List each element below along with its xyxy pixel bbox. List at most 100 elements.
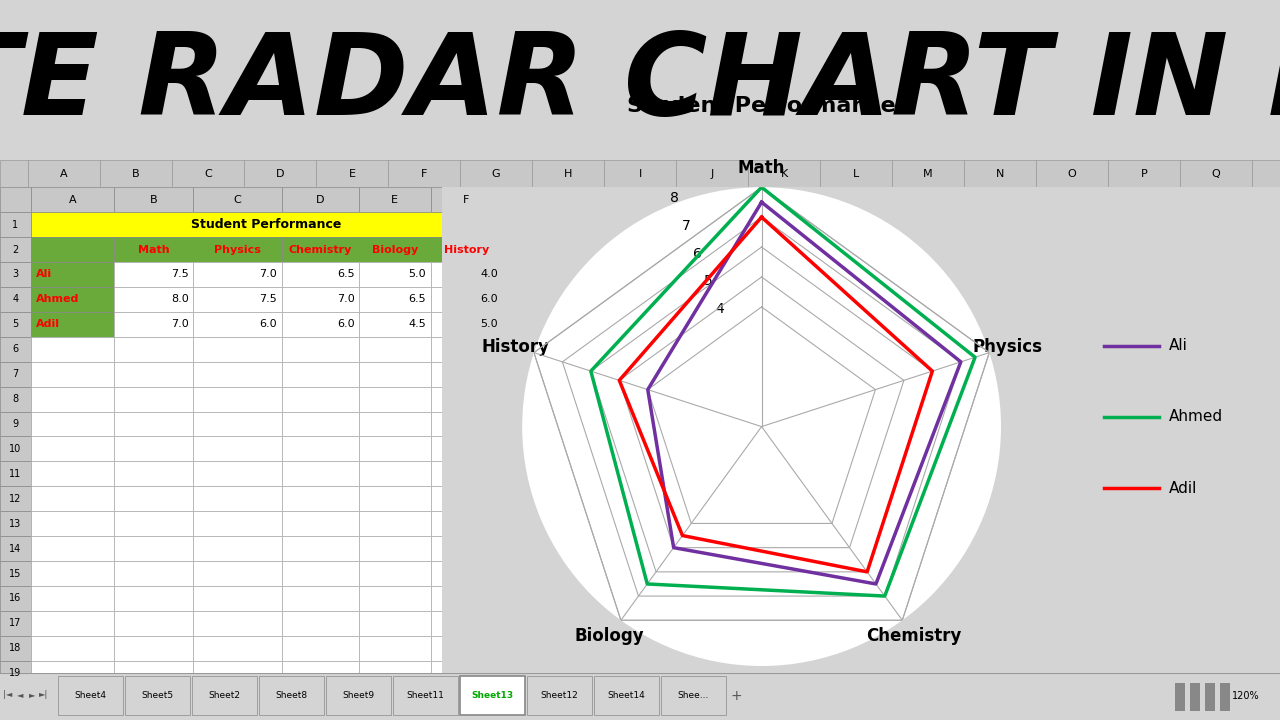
Text: 3: 3	[13, 269, 18, 279]
Bar	[282, 462, 358, 486]
Bar	[0, 611, 31, 636]
Bar	[193, 511, 282, 536]
Bar	[282, 412, 358, 436]
Bar	[964, 160, 1036, 187]
Bar	[114, 187, 193, 212]
Text: +: +	[730, 688, 742, 703]
Bar	[28, 160, 100, 187]
Bar	[358, 661, 430, 685]
Text: 13: 13	[9, 518, 22, 528]
Bar	[820, 160, 892, 187]
Text: 11: 11	[9, 469, 22, 479]
Text: 6.0: 6.0	[260, 319, 276, 329]
Bar	[0, 160, 28, 187]
Bar	[282, 361, 358, 387]
Bar	[31, 436, 114, 462]
Text: Biology: Biology	[371, 245, 417, 254]
Text: F: F	[463, 194, 470, 204]
Bar	[31, 536, 114, 561]
Bar	[193, 486, 282, 511]
Bar	[31, 462, 114, 486]
Bar	[460, 675, 525, 716]
Bar	[193, 312, 282, 337]
Bar	[0, 661, 31, 685]
Text: |◄: |◄	[4, 690, 13, 698]
Bar	[114, 387, 193, 412]
Text: 1: 1	[13, 220, 18, 230]
Text: A: A	[60, 168, 68, 179]
Text: 120%: 120%	[1233, 690, 1260, 701]
Bar	[430, 337, 502, 361]
Bar	[172, 160, 244, 187]
Text: P: P	[1140, 168, 1147, 179]
Text: 15: 15	[9, 569, 22, 578]
Text: 17: 17	[9, 618, 22, 629]
Text: E: E	[392, 194, 398, 204]
Bar	[282, 262, 358, 287]
Bar	[430, 661, 502, 685]
Bar	[430, 361, 502, 387]
Text: 7.0: 7.0	[260, 269, 276, 279]
Text: Sheet14: Sheet14	[608, 691, 645, 700]
Bar	[193, 287, 282, 312]
Bar	[358, 337, 430, 361]
Bar	[31, 187, 114, 212]
Text: 4.0: 4.0	[480, 269, 498, 279]
Bar	[114, 536, 193, 561]
Text: B: B	[150, 194, 157, 204]
Bar	[388, 160, 460, 187]
Bar	[326, 675, 390, 716]
Text: 6.5: 6.5	[408, 294, 426, 305]
Bar	[193, 337, 282, 361]
Bar	[192, 675, 257, 716]
Bar	[31, 561, 114, 586]
Bar	[31, 212, 502, 237]
Bar	[0, 486, 31, 511]
Text: 8.0: 8.0	[172, 294, 188, 305]
Bar	[114, 361, 193, 387]
Bar	[527, 675, 591, 716]
Bar	[282, 611, 358, 636]
Bar	[430, 586, 502, 611]
Bar	[430, 462, 502, 486]
Bar	[31, 486, 114, 511]
Bar	[193, 462, 282, 486]
Bar	[358, 486, 430, 511]
Bar	[114, 611, 193, 636]
Bar	[430, 536, 502, 561]
Bar	[114, 462, 193, 486]
Bar	[748, 160, 820, 187]
Bar	[193, 262, 282, 287]
Bar	[0, 237, 31, 262]
Text: Ali: Ali	[1169, 338, 1188, 353]
Bar	[282, 561, 358, 586]
Bar	[0, 312, 31, 337]
Bar	[125, 675, 189, 716]
Text: 6: 6	[13, 344, 18, 354]
Bar	[430, 237, 502, 262]
Bar	[0, 287, 31, 312]
Bar	[532, 160, 604, 187]
Text: Sheet8: Sheet8	[275, 691, 307, 700]
Text: History: History	[444, 245, 489, 254]
Bar	[114, 312, 193, 337]
Text: Sheet2: Sheet2	[209, 691, 241, 700]
Text: Adil: Adil	[36, 319, 60, 329]
Bar	[31, 361, 114, 387]
Bar	[193, 586, 282, 611]
Title: Student Performance: Student Performance	[627, 96, 896, 115]
Text: 18: 18	[9, 643, 22, 653]
Bar	[282, 187, 358, 212]
Bar	[0, 361, 31, 387]
Text: Q: Q	[1212, 168, 1220, 179]
Text: B: B	[132, 168, 140, 179]
Bar	[358, 611, 430, 636]
Text: ►: ►	[28, 690, 36, 698]
Bar	[114, 661, 193, 685]
Text: 8: 8	[13, 394, 18, 404]
Bar	[193, 387, 282, 412]
Bar	[430, 262, 502, 287]
Text: D: D	[316, 194, 324, 204]
Bar	[1252, 160, 1280, 187]
Bar	[114, 262, 193, 287]
